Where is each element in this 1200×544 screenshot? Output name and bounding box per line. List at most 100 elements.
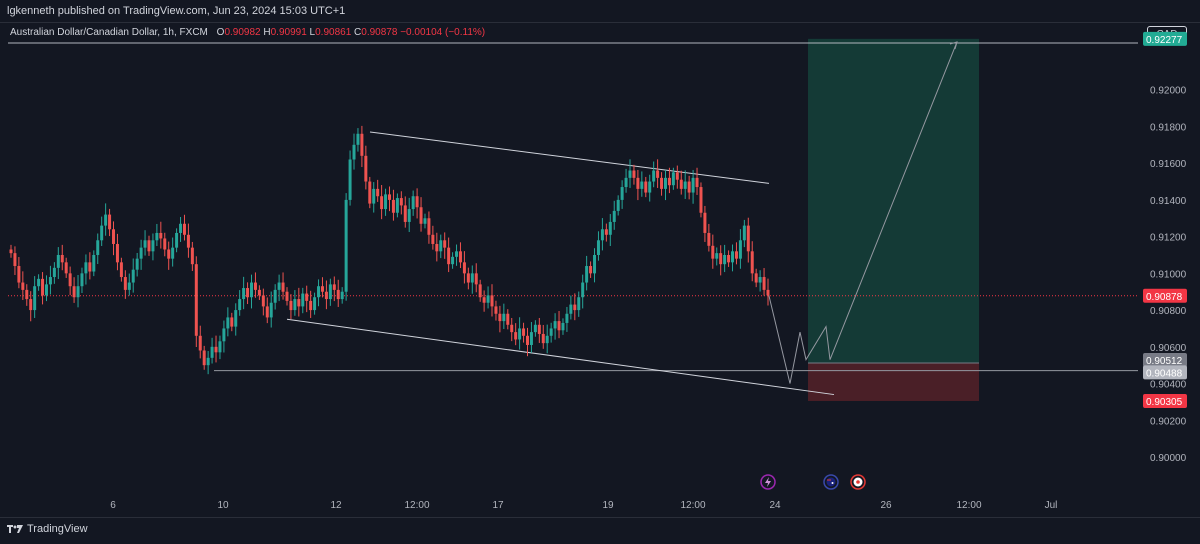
candle-body — [754, 273, 758, 283]
candle-body — [179, 223, 183, 233]
candle — [644, 176, 648, 198]
candle — [462, 251, 466, 284]
candle — [738, 229, 742, 269]
candle-body — [742, 225, 746, 241]
candle-body — [557, 321, 561, 331]
candle-body — [604, 229, 608, 235]
candle — [671, 167, 675, 190]
candle-body — [447, 247, 451, 265]
candle-body — [238, 299, 242, 311]
candle-body — [671, 172, 675, 186]
candle — [348, 150, 352, 206]
candle-body — [159, 232, 163, 239]
candle-body — [723, 254, 727, 265]
close-label: C — [354, 27, 362, 38]
candle — [182, 214, 186, 241]
candle — [368, 176, 372, 209]
time-tick-label: 12 — [330, 500, 342, 511]
candle — [115, 233, 119, 271]
candle — [455, 244, 459, 266]
candle-body — [301, 293, 305, 307]
price-label-text: 0.90305 — [1146, 397, 1183, 408]
candle-body — [48, 277, 52, 285]
candle-body — [76, 286, 80, 298]
candle — [285, 287, 289, 306]
candle — [324, 280, 328, 310]
candle-body — [305, 293, 309, 301]
candle-body — [210, 346, 214, 358]
publish-header: lgkenneth published on TradingView.com, … — [0, 0, 1200, 23]
candle-body — [100, 225, 104, 241]
candle — [297, 287, 301, 317]
candle — [246, 282, 250, 305]
candle — [407, 197, 411, 233]
candle — [13, 246, 17, 276]
time-tick-label: 26 — [880, 500, 892, 511]
price-label: 0.90305 — [1143, 393, 1187, 408]
candle-body — [313, 297, 317, 311]
candle — [340, 287, 344, 304]
candle — [336, 279, 340, 307]
candle — [41, 272, 45, 305]
lightning-glyph — [765, 477, 771, 487]
candle-body — [600, 229, 604, 241]
profit-zone — [808, 38, 979, 363]
price-label-box — [1143, 288, 1187, 303]
candle-body — [277, 282, 281, 290]
candle-body — [257, 289, 261, 296]
candle-body — [96, 240, 100, 255]
candle — [37, 274, 41, 291]
candle — [581, 274, 585, 309]
candle-body — [466, 273, 470, 283]
candle — [242, 276, 246, 310]
candle-body — [660, 177, 664, 189]
candle-body — [44, 284, 48, 296]
candle — [56, 247, 60, 280]
candle — [52, 262, 56, 284]
candle-body — [683, 181, 687, 189]
price-label-text: 0.90488 — [1146, 368, 1183, 379]
candle — [667, 167, 671, 194]
candle-body — [616, 199, 620, 211]
candle — [754, 268, 758, 288]
candle-body — [715, 253, 719, 259]
candle-body — [68, 273, 72, 287]
candle — [44, 275, 48, 302]
candle — [687, 175, 691, 200]
candle-body — [628, 170, 632, 178]
candle-body — [533, 324, 537, 333]
candle-body — [502, 313, 506, 322]
candle-body — [56, 254, 60, 268]
candle — [313, 292, 317, 315]
candle — [194, 256, 198, 347]
price-tick-label: 0.90800 — [1150, 306, 1187, 317]
candle — [510, 317, 514, 342]
tradingview-brand[interactable]: TradingView — [7, 523, 88, 535]
candle-body — [198, 335, 202, 351]
candle-body — [407, 209, 411, 222]
candle — [265, 297, 269, 324]
candle-body — [451, 256, 455, 265]
candle-body — [352, 144, 356, 160]
time-tick-label: Jul — [1045, 500, 1058, 511]
currency-button[interactable]: CAD — [1147, 26, 1187, 44]
candle — [372, 182, 376, 213]
candle-body — [415, 196, 419, 208]
candle-body — [462, 262, 466, 274]
candle — [762, 268, 766, 296]
candle — [190, 241, 194, 271]
candle — [33, 276, 37, 318]
candle — [758, 270, 762, 292]
candle — [60, 244, 64, 271]
candle — [80, 267, 84, 294]
candle-body — [581, 282, 585, 298]
candle-body — [320, 286, 324, 292]
candle — [269, 291, 273, 328]
candle-body — [88, 262, 92, 272]
candle-body — [403, 205, 407, 222]
candle-body — [72, 286, 76, 298]
candle — [143, 230, 147, 256]
candle-body — [360, 133, 364, 156]
candle-body — [541, 333, 545, 344]
